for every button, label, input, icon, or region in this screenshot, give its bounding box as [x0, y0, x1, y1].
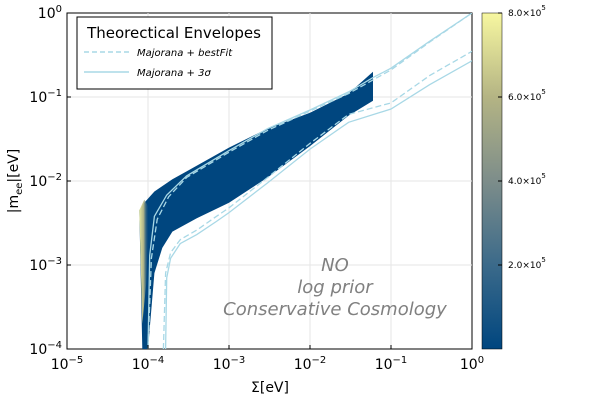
envelope-curves [147, 13, 472, 349]
envelope-3sigma-upper [147, 13, 472, 349]
colorbar-ticks: 2.0×105 4.0×105 6.0×105 8.0×105 [498, 4, 546, 271]
y-tick-label: 10−3 [29, 256, 62, 274]
x-tick-label: 100 [460, 355, 484, 373]
y-tick-label: 10−1 [29, 88, 62, 106]
y-tick-label: 10−4 [29, 340, 62, 358]
x-tick-label: 10−3 [213, 355, 246, 373]
legend-entry-3sigma: Majorana + 3σ [137, 68, 211, 79]
envelope-bestfit-lower [162, 50, 472, 349]
y-tick-label: 100 [38, 4, 62, 22]
y-tick-label: 10−2 [29, 172, 62, 190]
colorbar-tick-label: 8.0×105 [508, 4, 546, 19]
annotation-line-3: Conservative Cosmology [223, 299, 447, 320]
x-tick-label: 10−4 [132, 355, 165, 373]
legend-entry-bestfit: Majorana + bestFit [137, 48, 233, 59]
annotation-line-1: NO [321, 255, 349, 276]
annotation: NO log prior Conservative Cosmology [223, 255, 447, 320]
legend-box [76, 16, 273, 90]
colorbar-tick-label: 2.0×105 [508, 256, 546, 271]
x-tick-label: 10−5 [51, 355, 84, 373]
density-heatmap [139, 71, 373, 349]
colorbar: 2.0×105 4.0×105 6.0×105 8.0×105 [481, 4, 546, 350]
legend-title: Theorectical Envelopes [86, 24, 261, 42]
density-region [139, 71, 373, 349]
legend: Theorectical Envelopes Majorana + bestFi… [76, 16, 273, 90]
density-hotspot [139, 199, 148, 324]
x-axis-ticks: 10−5 10−4 10−3 10−2 10−1 100 [51, 345, 484, 373]
y-axis-label: |mee|[eV] [6, 149, 25, 214]
envelope-3sigma-lower [164, 60, 472, 349]
annotation-line-2: log prior [297, 277, 374, 298]
colorbar-tick-label: 4.0×105 [508, 172, 546, 187]
x-tick-label: 10−1 [375, 355, 408, 373]
envelope-bestfit-upper [147, 13, 472, 349]
colorbar-tick-label: 6.0×105 [508, 88, 546, 103]
y-axis-ticks: 10−4 10−3 10−2 10−1 100 [29, 4, 71, 358]
x-tick-label: 10−2 [294, 355, 327, 373]
x-axis-label: Σ[eV] [251, 380, 289, 396]
